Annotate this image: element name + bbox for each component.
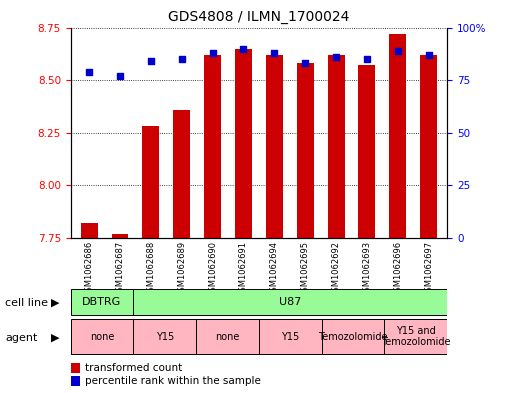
Bar — [327, 55, 345, 238]
Bar — [204, 55, 221, 238]
Point — [208, 50, 217, 56]
Title: GDS4808 / ILMN_1700024: GDS4808 / ILMN_1700024 — [168, 10, 349, 24]
Bar — [235, 48, 252, 238]
Point — [116, 73, 124, 79]
Text: ▶: ▶ — [51, 333, 59, 343]
Bar — [173, 110, 190, 238]
Text: none: none — [215, 332, 240, 342]
Bar — [81, 223, 98, 238]
Point — [363, 56, 371, 62]
FancyBboxPatch shape — [322, 320, 384, 354]
Text: agent: agent — [5, 333, 38, 343]
Text: none: none — [90, 332, 114, 342]
Bar — [111, 233, 129, 238]
Point — [177, 56, 186, 62]
Text: Temozolomide: Temozolomide — [319, 332, 388, 342]
FancyBboxPatch shape — [71, 320, 133, 354]
Bar — [142, 126, 160, 238]
Bar — [420, 55, 437, 238]
Bar — [358, 65, 376, 238]
Point — [332, 54, 340, 60]
Point — [239, 45, 247, 51]
Text: cell line: cell line — [5, 298, 48, 308]
Text: Y15: Y15 — [156, 332, 174, 342]
Point — [146, 58, 155, 64]
Bar — [389, 34, 406, 238]
Point — [394, 48, 402, 54]
Text: Y15 and
Temozolomide: Y15 and Temozolomide — [381, 326, 450, 347]
Point — [85, 68, 93, 75]
Text: Y15: Y15 — [281, 332, 299, 342]
FancyBboxPatch shape — [71, 290, 133, 315]
Point — [270, 50, 279, 56]
FancyBboxPatch shape — [259, 320, 322, 354]
FancyBboxPatch shape — [133, 320, 196, 354]
FancyBboxPatch shape — [133, 290, 447, 315]
Point — [301, 60, 310, 66]
Text: percentile rank within the sample: percentile rank within the sample — [85, 376, 260, 386]
Text: ▶: ▶ — [51, 298, 59, 308]
Point — [425, 52, 433, 58]
Text: U87: U87 — [279, 297, 301, 307]
FancyBboxPatch shape — [196, 320, 259, 354]
FancyBboxPatch shape — [384, 320, 447, 354]
Text: transformed count: transformed count — [85, 363, 182, 373]
Bar — [297, 63, 314, 238]
Bar — [266, 55, 283, 238]
Text: DBTRG: DBTRG — [82, 297, 122, 307]
